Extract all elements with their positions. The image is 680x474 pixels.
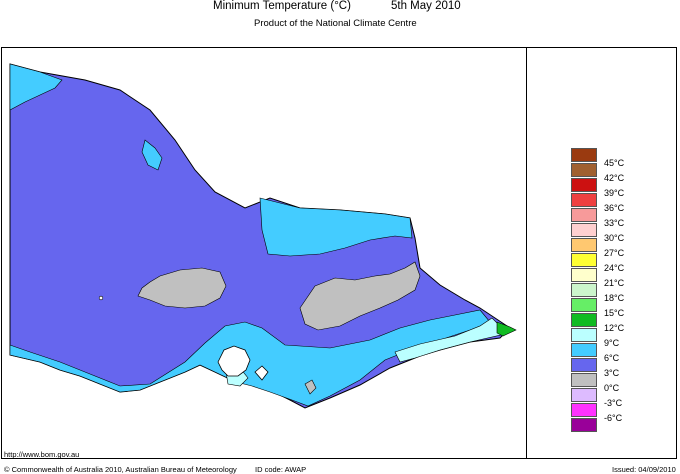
region-12c-tip <box>496 321 517 337</box>
legend-swatch <box>571 313 597 327</box>
legend-swatch <box>571 388 597 402</box>
legend-swatch <box>571 268 597 282</box>
title-date: 5th May 2010 <box>391 0 461 12</box>
legend-label: 45°C <box>604 158 625 168</box>
legend-swatch <box>571 178 597 192</box>
legend-label: 6°C <box>604 353 620 363</box>
legend-label: 30°C <box>604 233 625 243</box>
legend-swatch <box>571 328 597 342</box>
legend-swatch <box>571 208 597 222</box>
legend-swatch <box>571 253 597 267</box>
copyright-text: © Commonwealth of Australia 2010, Austra… <box>4 465 237 474</box>
legend-swatch <box>571 193 597 207</box>
source-url: http://www.bom.gov.au <box>4 450 80 459</box>
id-code: ID code: AWAP <box>255 465 307 474</box>
legend-swatch <box>571 223 597 237</box>
legend-label: 36°C <box>604 203 625 213</box>
legend-label: 39°C <box>604 188 625 198</box>
legend-label: -3°C <box>604 398 623 408</box>
legend-label: 15°C <box>604 308 625 318</box>
legend-label: -6°C <box>604 413 623 423</box>
legend-swatch <box>571 373 597 387</box>
map-frame <box>1 47 677 459</box>
legend-swatch <box>571 358 597 372</box>
legend-label: 18°C <box>604 293 625 303</box>
legend-swatch <box>571 343 597 357</box>
legend-swatch <box>571 238 597 252</box>
legend-label: 24°C <box>604 263 625 273</box>
legend-swatch <box>571 403 597 417</box>
region-0c-grampians <box>137 267 227 309</box>
legend-label: 12°C <box>604 323 625 333</box>
lake-dot <box>98 295 104 301</box>
legend-label: 21°C <box>604 278 625 288</box>
region-0c-small <box>304 379 317 395</box>
legend-swatch <box>571 418 597 432</box>
issued-date: Issued: 04/09/2010 <box>612 465 676 474</box>
port-phillip-bay <box>217 345 251 377</box>
legend-swatch <box>571 283 597 297</box>
legend-swatch <box>571 163 597 177</box>
map-subtitle: Product of the National Climate Centre <box>254 18 417 29</box>
region-6c-ne <box>259 197 413 257</box>
title-text: Minimum Temperature (°C) <box>213 0 351 12</box>
legend-divider <box>526 47 527 459</box>
legend-swatch <box>571 298 597 312</box>
map-title: Minimum Temperature (°C) 5th May 2010 <box>0 0 680 16</box>
western-port <box>254 365 269 381</box>
legend-label: 0°C <box>604 383 620 393</box>
legend-label: 27°C <box>604 248 625 258</box>
region-0c-alps <box>299 261 421 331</box>
legend-label: 3°C <box>604 368 620 378</box>
legend-swatch <box>571 148 597 162</box>
legend-label: 9°C <box>604 338 620 348</box>
legend-label: 42°C <box>604 173 625 183</box>
legend-label: 33°C <box>604 218 625 228</box>
region-6c-north <box>141 139 163 171</box>
region-6c-nw <box>9 63 63 111</box>
